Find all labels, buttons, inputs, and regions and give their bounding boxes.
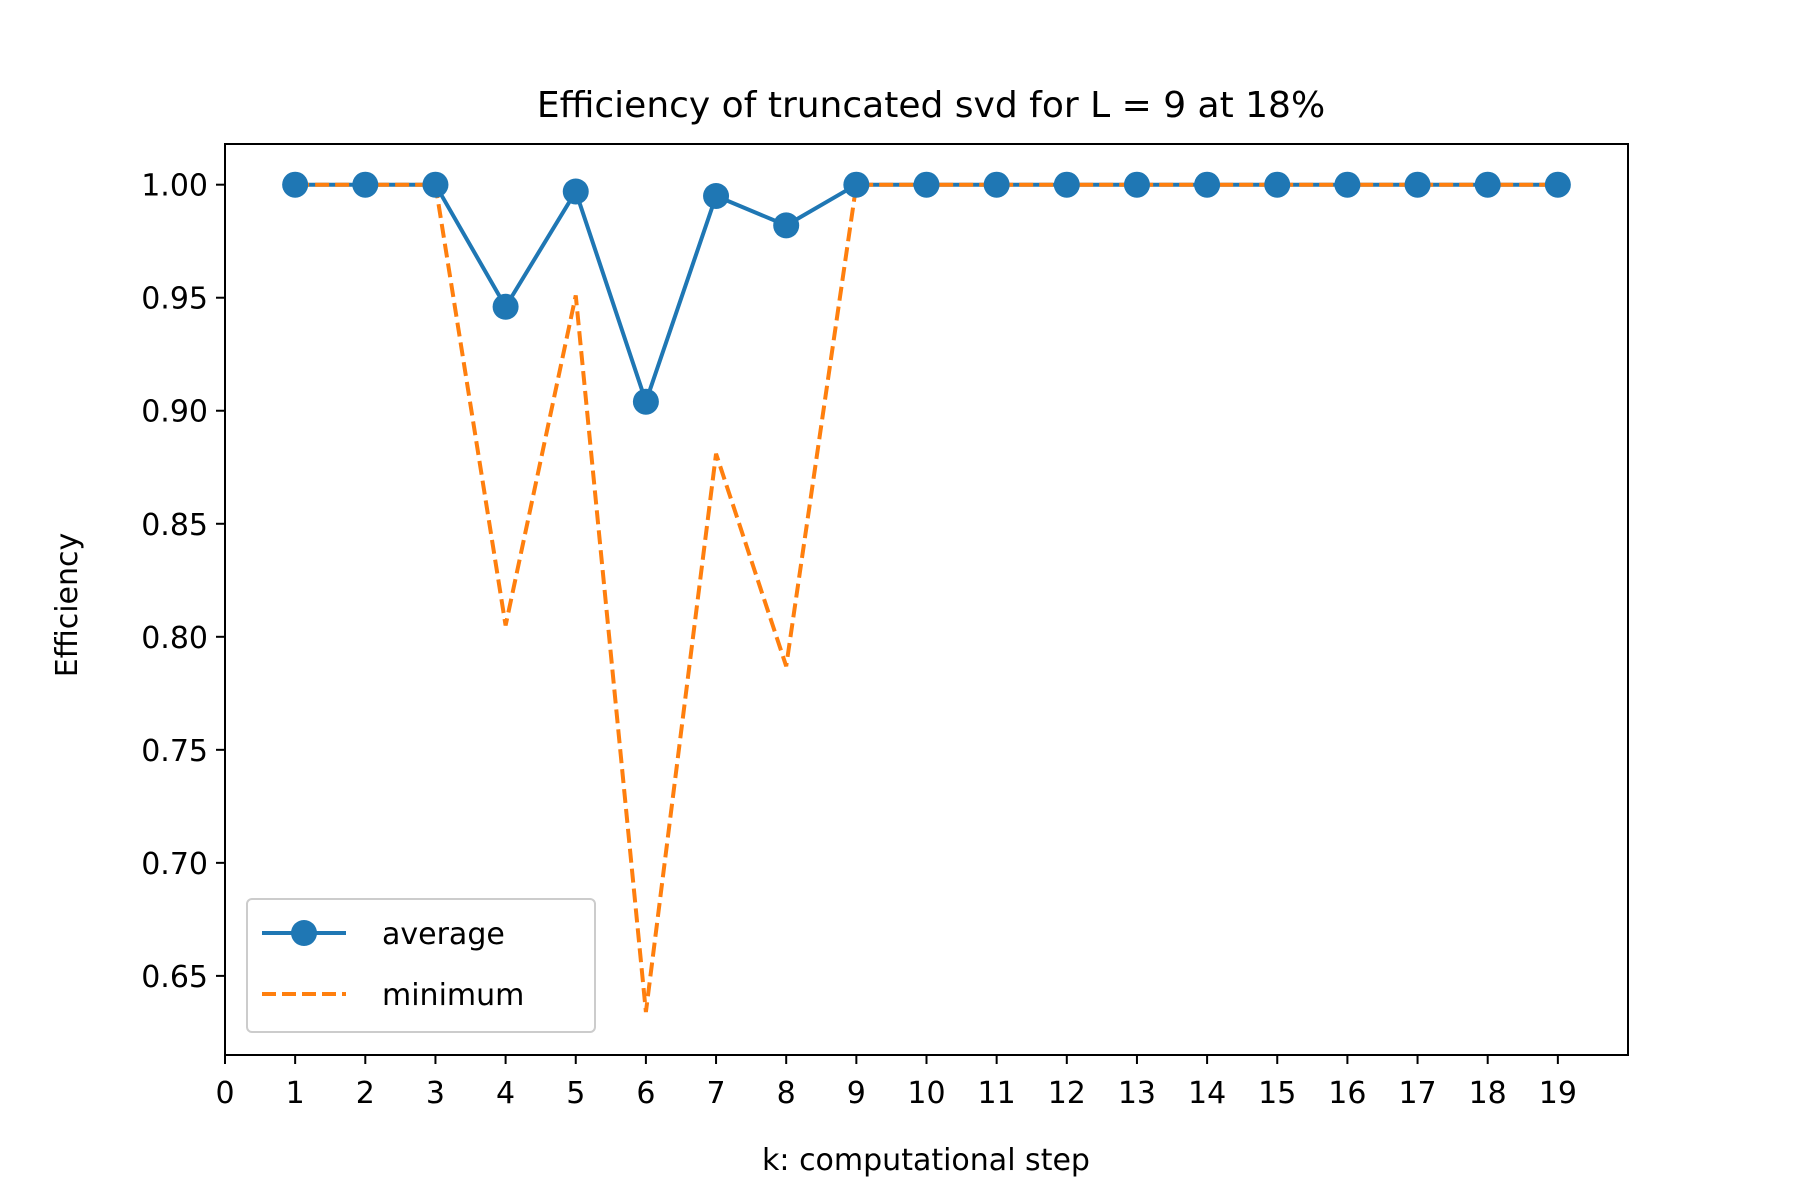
x-tick-label-17: 17 <box>1398 1076 1436 1111</box>
x-tick-label-2: 2 <box>356 1076 375 1111</box>
point-average-16 <box>1334 171 1361 198</box>
x-tick-label-14: 14 <box>1188 1076 1226 1111</box>
point-average-5 <box>562 178 589 205</box>
series-line-minimum <box>295 182 1558 1013</box>
chart-title: Efficiency of truncated svd for L = 9 at… <box>537 85 1325 126</box>
y-tick-label-0.75: 0.75 <box>141 734 208 769</box>
point-average-2 <box>352 171 379 198</box>
x-tick-label-6: 6 <box>636 1076 655 1111</box>
x-tick-label-7: 7 <box>707 1076 726 1111</box>
x-tick-label-9: 9 <box>847 1076 866 1111</box>
y-axis: 0.65 0.70 0.75 0.80 0.85 0.90 0.95 1.00 <box>141 169 225 995</box>
y-tick-label-0.65: 0.65 <box>141 960 208 995</box>
point-average-18 <box>1474 171 1501 198</box>
y-tick-label-1.00: 1.00 <box>141 169 208 204</box>
x-tick-label-18: 18 <box>1469 1076 1507 1111</box>
point-average-12 <box>1053 171 1080 198</box>
x-tick-label-12: 12 <box>1048 1076 1086 1111</box>
point-average-11 <box>983 171 1010 198</box>
x-axis-label: k: computational step <box>762 1143 1090 1178</box>
x-tick-label-11: 11 <box>978 1076 1016 1111</box>
x-axis: 0 1 2 3 4 5 6 7 8 9 10 11 12 13 14 15 16 17 18 19 <box>215 1055 1577 1111</box>
point-average-9 <box>843 171 870 198</box>
plot-marks <box>282 171 1571 1013</box>
x-tick-label-0: 0 <box>215 1076 234 1111</box>
point-average-6 <box>632 388 659 415</box>
y-tick-label-0.90: 0.90 <box>141 395 208 430</box>
series-line-average <box>295 182 1558 404</box>
point-average-13 <box>1123 171 1150 198</box>
x-tick-label-8: 8 <box>777 1076 796 1111</box>
y-tick-label-0.70: 0.70 <box>141 847 208 882</box>
legend-average-label: average <box>382 917 505 952</box>
point-average-3 <box>422 171 449 198</box>
x-tick-label-19: 19 <box>1539 1076 1577 1111</box>
point-average-1 <box>282 171 309 198</box>
point-average-7 <box>703 182 730 209</box>
x-tick-label-5: 5 <box>566 1076 585 1111</box>
point-average-4 <box>492 293 519 320</box>
y-tick-label-0.85: 0.85 <box>141 508 208 543</box>
x-tick-label-10: 10 <box>907 1076 945 1111</box>
point-average-17 <box>1404 171 1431 198</box>
x-tick-label-1: 1 <box>286 1076 305 1111</box>
x-tick-label-4: 4 <box>496 1076 515 1111</box>
y-tick-label-0.95: 0.95 <box>141 282 208 317</box>
x-tick-label-15: 15 <box>1258 1076 1296 1111</box>
point-average-19 <box>1544 171 1571 198</box>
x-tick-label-13: 13 <box>1118 1076 1156 1111</box>
legend: average minimum <box>246 898 596 1033</box>
point-average-14 <box>1194 171 1221 198</box>
y-axis-label: Efficiency <box>50 533 85 678</box>
legend-minimum-label: minimum <box>382 978 524 1013</box>
x-tick-label-3: 3 <box>426 1076 445 1111</box>
point-average-8 <box>773 212 800 239</box>
x-tick-label-16: 16 <box>1328 1076 1366 1111</box>
point-average-15 <box>1264 171 1291 198</box>
y-tick-label-0.80: 0.80 <box>141 621 208 656</box>
point-average-10 <box>913 171 940 198</box>
legend-average-marker <box>291 920 317 946</box>
